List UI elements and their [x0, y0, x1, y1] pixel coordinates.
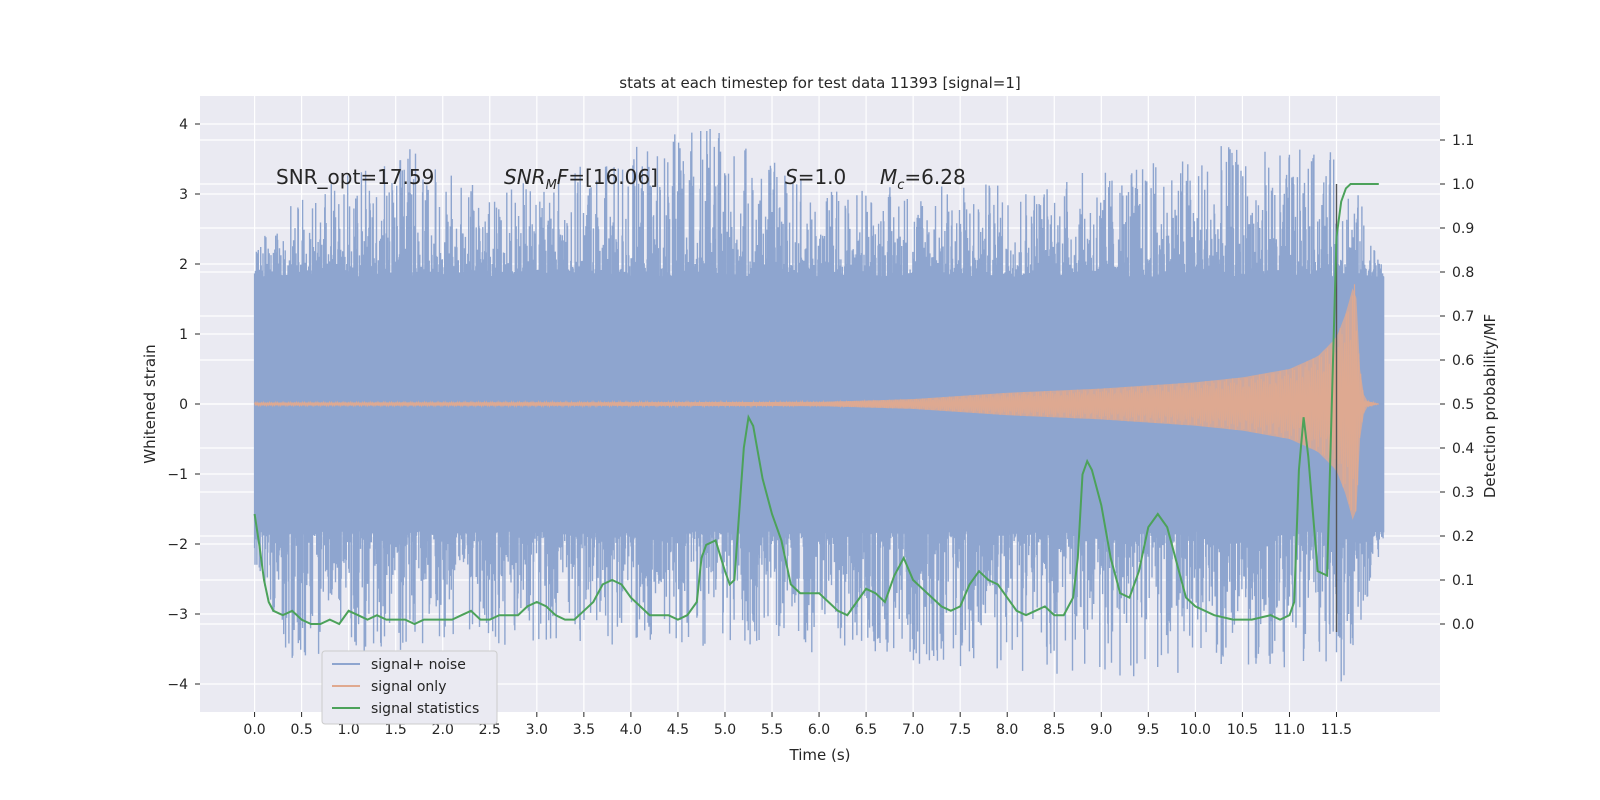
y-right-tick-label: 1.1 — [1452, 133, 1474, 149]
annotation-snr-mf: SNRMF=[16.06] — [504, 165, 658, 193]
y-right-tick-label: 0.7 — [1452, 309, 1474, 325]
x-tick-label: 7.5 — [949, 722, 971, 738]
x-tick-label: 11.0 — [1274, 722, 1305, 738]
x-tick-label: 5.0 — [714, 722, 736, 738]
x-tick-label: 11.5 — [1321, 722, 1352, 738]
x-tick-label: 0.0 — [243, 722, 265, 738]
x-tick-label: 9.5 — [1137, 722, 1159, 738]
x-tick-label: 8.5 — [1043, 722, 1065, 738]
annotation-mc: Mc=6.28 — [880, 165, 966, 193]
x-axis-ticks: 0.0 0.5 1.0 1.5 2.0 2.5 3.0 3.5 4.0 4.5 5.0 5.5 6.0 6… — [243, 712, 1352, 738]
y-axis-label: Whitened strain — [141, 344, 159, 463]
x-tick-label: 2.5 — [479, 722, 501, 738]
y-tick-label: −4 — [167, 677, 188, 693]
x-tick-label: 1.5 — [385, 722, 407, 738]
x-tick-label: 6.5 — [855, 722, 877, 738]
legend: signal+ noise signal only signal statist… — [321, 650, 498, 725]
y-tick-label: 3 — [179, 187, 188, 203]
x-tick-label: 5.5 — [761, 722, 783, 738]
y-right-tick-label: 1.0 — [1452, 177, 1474, 193]
y-right-tick-label: 0.2 — [1452, 529, 1474, 545]
series-signal-statistics — [253, 183, 1379, 626]
x-tick-label: 10.0 — [1180, 722, 1211, 738]
x-tick-label: 3.5 — [573, 722, 595, 738]
y-tick-label: −1 — [167, 467, 188, 483]
y-right-tick-label: 0.5 — [1452, 397, 1474, 413]
legend-box — [321, 650, 498, 725]
x-tick-label: 9.0 — [1090, 722, 1112, 738]
y-right-tick-label: 0.6 — [1452, 353, 1474, 369]
y-right-tick-label: 0.1 — [1452, 573, 1474, 589]
series-signal-only — [254, 284, 1379, 520]
legend-label-signal-statistics: signal statistics — [371, 701, 479, 717]
y-right-tick-label: 0.4 — [1452, 441, 1474, 457]
y-right-axis-ticks: 0.0 0.1 0.2 0.3 0.4 0.5 0.6 0.7 0.8 0.9 1.0 1.1 — [1440, 133, 1474, 633]
y-right-tick-label: 0.8 — [1452, 265, 1474, 281]
x-tick-label: 10.5 — [1227, 722, 1258, 738]
y-tick-label: 1 — [179, 327, 188, 343]
chart-title: stats at each timestep for test data 113… — [619, 74, 1020, 92]
x-tick-label: 7.0 — [902, 722, 924, 738]
x-tick-label: 1.0 — [338, 722, 360, 738]
y-tick-label: 2 — [179, 257, 188, 273]
y-right-axis-label: Detection probability/MF — [1481, 314, 1499, 498]
y-tick-label: −2 — [167, 537, 188, 553]
y-tick-label: 4 — [179, 117, 188, 133]
x-tick-label: 3.0 — [526, 722, 548, 738]
y-right-tick-label: 0.0 — [1452, 617, 1474, 633]
y-right-tick-label: 0.3 — [1452, 485, 1474, 501]
signal-envelope — [254, 288, 1379, 520]
annotation-snr-opt: SNR_opt=17.59 — [276, 165, 434, 189]
x-tick-label: 0.5 — [290, 722, 312, 738]
y-tick-label: 0 — [179, 397, 188, 413]
y-axis-ticks: −4 −3 −2 −1 0 1 2 3 4 — [167, 117, 200, 693]
x-tick-label: 8.0 — [996, 722, 1018, 738]
x-tick-label: 4.5 — [667, 722, 689, 738]
x-axis-label: Time (s) — [789, 746, 851, 764]
stats-line — [253, 183, 1379, 626]
x-tick-label: 2.0 — [432, 722, 454, 738]
y-right-tick-label: 0.9 — [1452, 221, 1474, 237]
annotation-s: S=1.0 — [785, 165, 846, 189]
y-tick-label: −3 — [167, 607, 188, 623]
x-tick-label: 4.0 — [620, 722, 642, 738]
annotations: SNR_opt=17.59 SNRMF=[16.06] S=1.0 Mc=6.2… — [276, 165, 966, 193]
x-tick-label: 6.0 — [808, 722, 830, 738]
legend-label-signal-only: signal only — [371, 679, 446, 695]
legend-label-signal-plus-noise: signal+ noise — [371, 657, 466, 673]
